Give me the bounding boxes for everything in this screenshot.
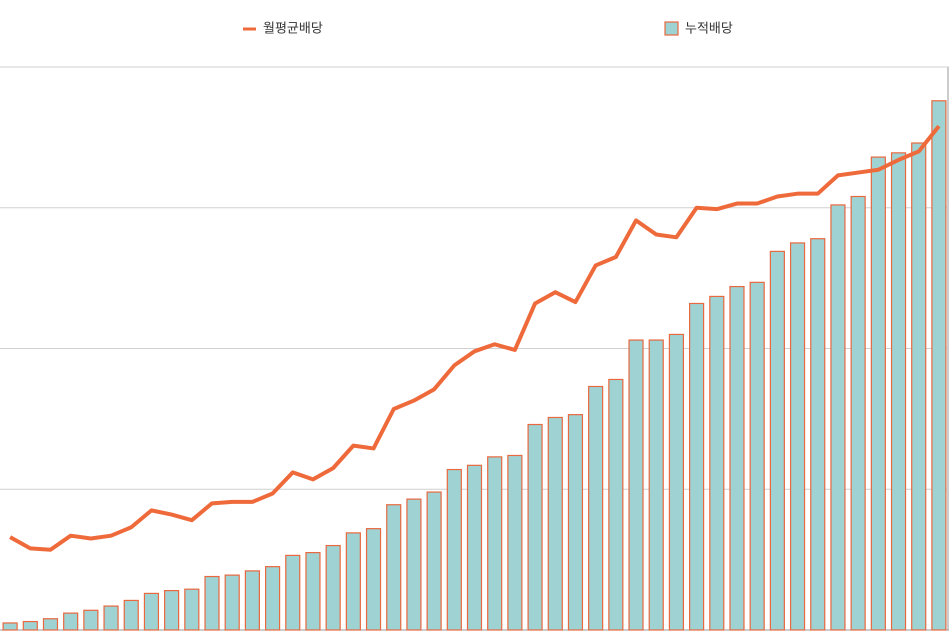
bar: [143, 592, 160, 631]
bar: [709, 295, 725, 631]
bar: [769, 250, 785, 631]
bar: [628, 339, 644, 631]
bar: [2, 622, 18, 631]
bar: [204, 575, 220, 631]
bar: [244, 570, 260, 631]
bar: [42, 618, 59, 631]
bar: [911, 142, 927, 631]
bar: [830, 204, 846, 631]
legend-label: 누적배당: [685, 22, 733, 37]
bar: [729, 285, 745, 631]
bar: [507, 454, 523, 631]
bar: [345, 532, 361, 631]
bar: [406, 498, 422, 631]
bar: [285, 554, 301, 631]
line: [9, 124, 941, 552]
bar: [63, 612, 79, 631]
bar: [466, 464, 483, 631]
bar: [527, 423, 543, 631]
bar: [22, 620, 38, 631]
bar: [487, 456, 503, 631]
bar: [305, 551, 321, 631]
bar: [648, 339, 664, 631]
bar: [608, 378, 624, 631]
bar: [789, 242, 806, 631]
legend-swatch: [664, 21, 679, 36]
bar: [184, 588, 200, 631]
bar: [426, 491, 442, 631]
legend-label: 월평균배당: [263, 22, 323, 37]
bar: [224, 574, 240, 631]
bar: [103, 605, 119, 631]
bar: [931, 100, 947, 631]
bar: [588, 385, 604, 631]
bar: [365, 528, 382, 631]
bar: [850, 195, 866, 631]
bar: [749, 281, 765, 631]
bar: [264, 566, 281, 631]
bar: [446, 468, 462, 631]
bar: [668, 333, 685, 631]
bar: [164, 589, 180, 631]
bar: [386, 504, 402, 631]
bar: [123, 599, 139, 631]
bar: [689, 302, 705, 631]
bar: [890, 152, 907, 631]
bar: [810, 238, 826, 631]
bar: [325, 544, 341, 631]
bar: [83, 609, 99, 631]
bar: [870, 156, 886, 631]
bar: [547, 416, 563, 631]
bar: [567, 414, 584, 631]
